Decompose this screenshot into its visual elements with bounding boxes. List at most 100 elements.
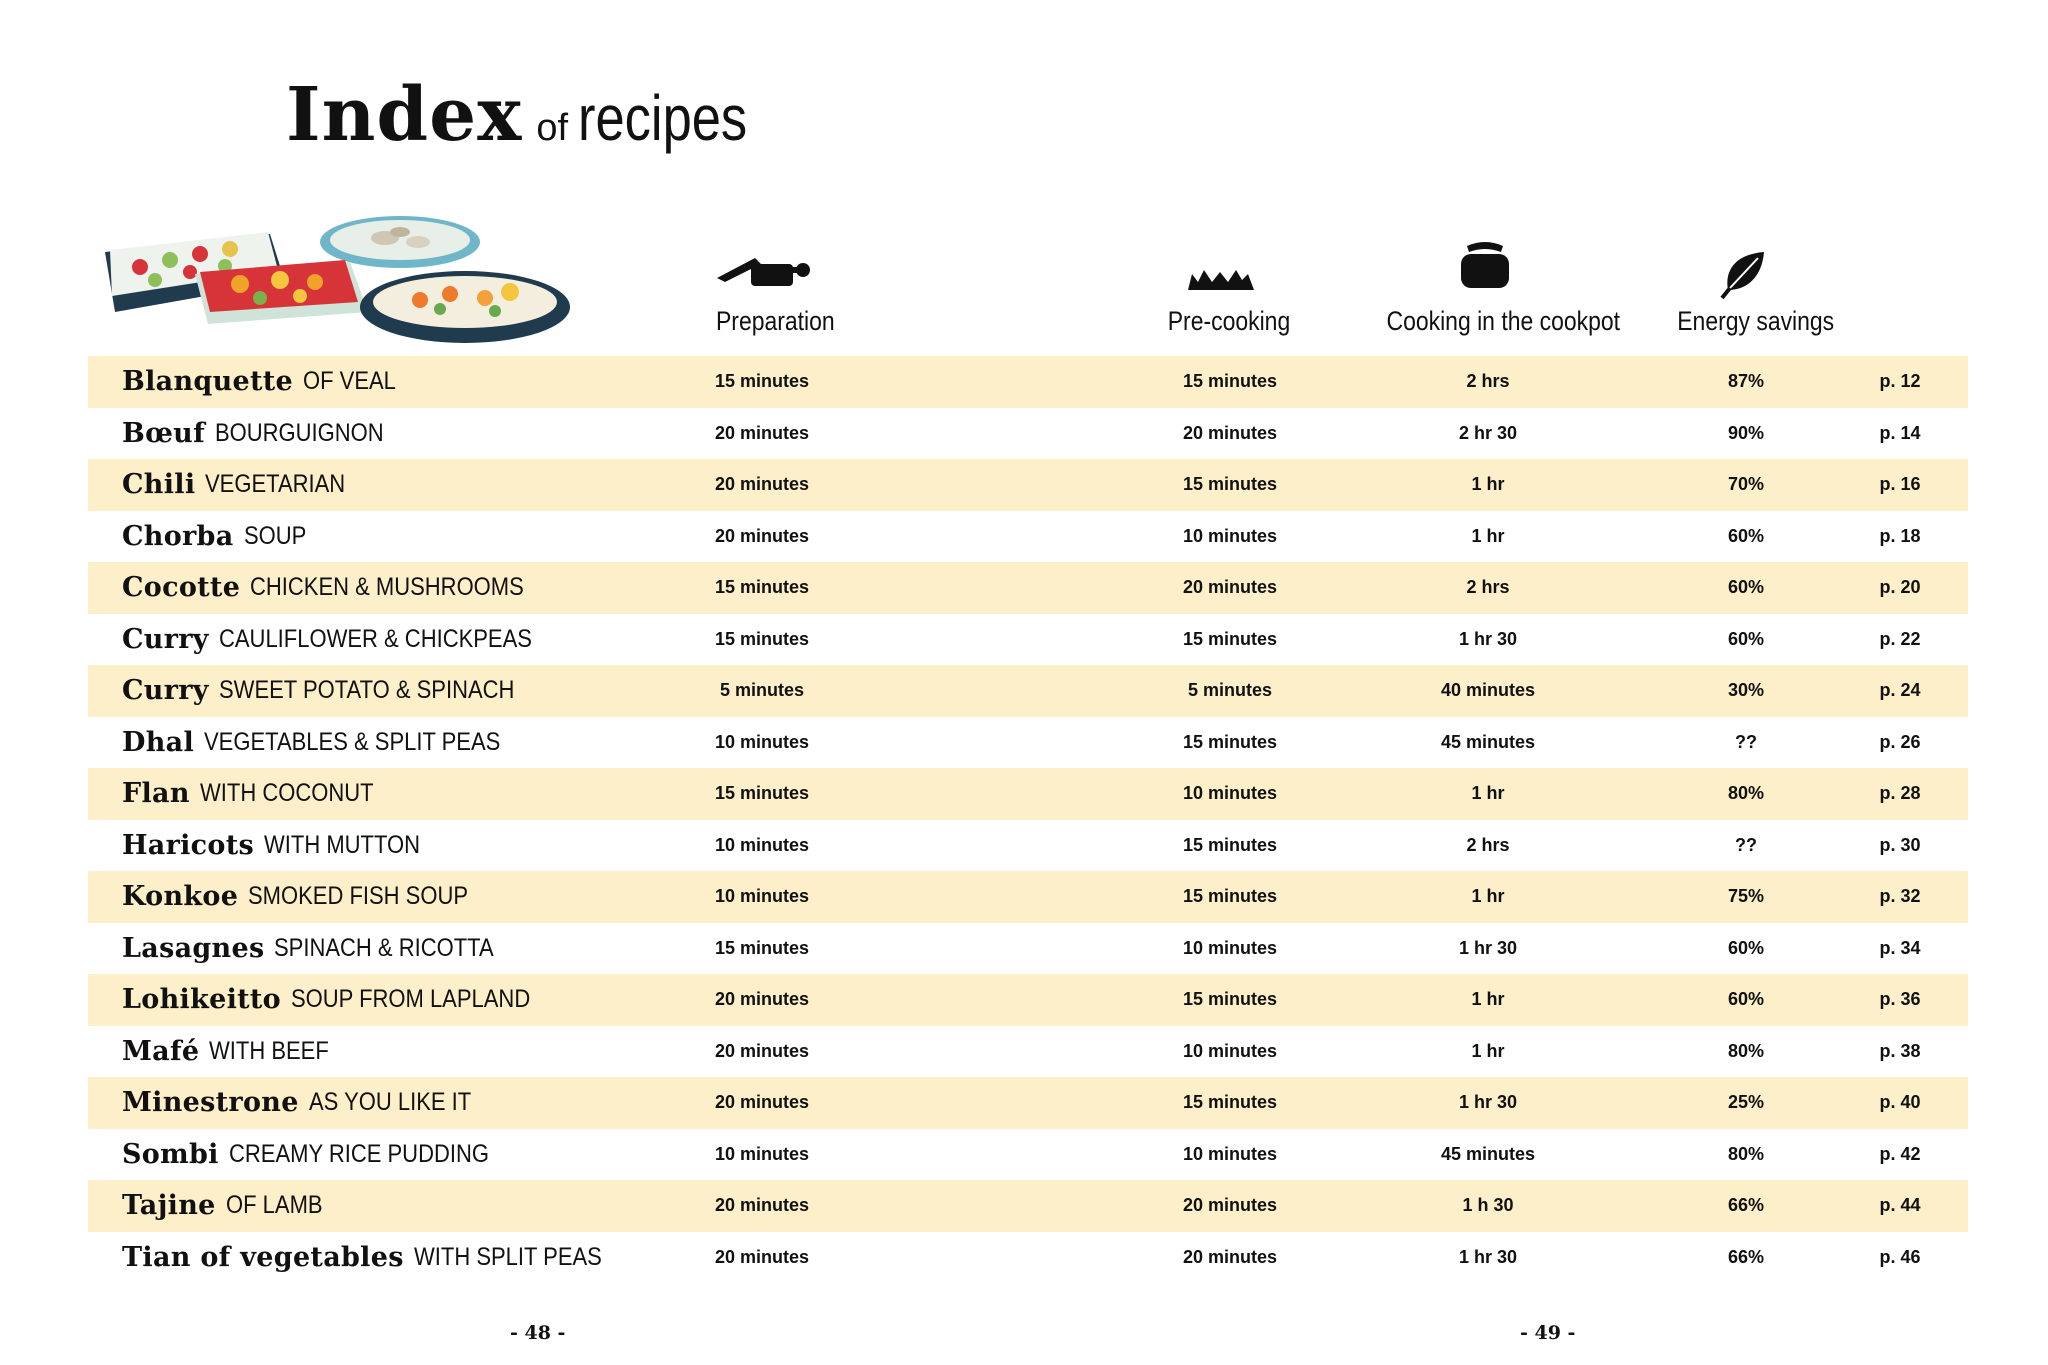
table-row: Dhal VEGETABLES & SPLIT PEAS 10 minutes 15 … <box>88 717 1968 769</box>
page-reference: p. 30 <box>1879 834 1921 855</box>
table-row: Haricots WITH MUTTON 10 minutes 15 minutes 2… <box>88 820 1968 872</box>
energy-savings: 60% <box>1727 577 1765 598</box>
preparation-time: 20 minutes <box>714 1092 810 1113</box>
recipe-subtitle: SOUP FROM LAPLAND <box>290 985 531 1014</box>
recipe-name: Dhal VEGETABLES & SPLIT PEAS <box>122 717 541 769</box>
preparation-time: 20 minutes <box>714 525 810 546</box>
energy-savings: ?? <box>1735 834 1757 855</box>
preparation-time: 20 minutes <box>714 989 810 1010</box>
precooking-time: 15 minutes <box>1182 371 1278 392</box>
cookpot-time: 1 hr <box>1471 886 1505 907</box>
preparation-time: 15 minutes <box>714 783 810 804</box>
recipe-main-name: Dhal <box>122 726 194 758</box>
recipe-subtitle: SPINACH & RICOTTA <box>274 933 495 962</box>
page-reference: p. 38 <box>1879 1040 1921 1061</box>
cookpot-time: 1 hr <box>1471 474 1505 495</box>
page-title: Index of recipes <box>286 72 784 158</box>
energy-savings: 60% <box>1727 937 1765 958</box>
recipe-main-name: Minestrone <box>122 1087 299 1119</box>
recipe-main-name: Blanquette <box>122 366 294 398</box>
precooking-time: 20 minutes <box>1182 1246 1278 1267</box>
recipe-subtitle: BOURGUIGNON <box>215 418 384 447</box>
recipe-subtitle: SWEET POTATO & SPINACH <box>218 676 515 705</box>
precooking-time: 20 minutes <box>1182 1195 1278 1216</box>
preparation-time: 10 minutes <box>714 834 810 855</box>
table-row: Curry SWEET POTATO & SPINACH 5 minutes 5 mi… <box>88 665 1968 717</box>
column-cookpot: Cooking in the cookpot <box>1386 306 1620 336</box>
recipe-subtitle: WITH BEEF <box>209 1036 330 1065</box>
table-row: Chili VEGETARIAN 20 minutes 15 minutes 1 hr 7… <box>88 459 1968 511</box>
precooking-time: 15 minutes <box>1182 628 1278 649</box>
energy-savings: 80% <box>1727 1040 1765 1061</box>
flame-icon <box>1188 270 1254 290</box>
precooking-time: 15 minutes <box>1182 731 1278 752</box>
page-reference: p. 18 <box>1879 525 1921 546</box>
preparation-time: 5 minutes <box>719 680 805 701</box>
recipe-name: Curry SWEET POTATO & SPINACH <box>122 665 554 717</box>
precooking-time: 15 minutes <box>1182 989 1278 1010</box>
recipe-name: Konkoe SMOKED FISH SOUP <box>122 871 498 923</box>
cookpot-time: 1 hr <box>1471 1040 1505 1061</box>
page-reference: p. 40 <box>1879 1092 1921 1113</box>
table-row: Cocotte CHICKEN & MUSHROOMS 15 minutes 20 m… <box>88 562 1968 614</box>
cookpot-time: 2 hr 30 <box>1458 422 1518 443</box>
title-main: Index <box>286 72 523 158</box>
precooking-time: 15 minutes <box>1182 1092 1278 1113</box>
recipe-subtitle: CHICKEN & MUSHROOMS <box>250 573 524 602</box>
recipe-subtitle: VEGETABLES & SPLIT PEAS <box>204 727 501 756</box>
energy-savings: 87% <box>1727 371 1765 392</box>
recipe-main-name: Flan <box>122 778 190 810</box>
precooking-time: 10 minutes <box>1182 525 1278 546</box>
page-reference: p. 46 <box>1879 1246 1921 1267</box>
table-row: Tajine OF LAMB 20 minutes 20 minutes 1 h 30 6… <box>88 1180 1968 1232</box>
recipe-name: Cocotte CHICKEN & MUSHROOMS <box>122 562 561 614</box>
page-reference: p. 16 <box>1879 474 1921 495</box>
precooking-time: 5 minutes <box>1187 680 1273 701</box>
recipe-main-name: Curry <box>122 675 209 707</box>
dishes-illustration <box>105 216 570 343</box>
preparation-time: 10 minutes <box>714 886 810 907</box>
energy-savings: 66% <box>1727 1195 1765 1216</box>
recipe-name: Haricots WITH MUTTON <box>122 820 441 872</box>
precooking-time: 10 minutes <box>1182 1143 1278 1164</box>
table-row: Lasagnes SPINACH & RICOTTA 15 minutes 10 mi… <box>88 923 1968 975</box>
cookpot-icon <box>1461 242 1509 288</box>
recipe-main-name: Curry <box>122 623 209 655</box>
recipe-subtitle: WITH SPLIT PEAS <box>413 1242 602 1271</box>
energy-savings: 30% <box>1727 680 1765 701</box>
recipe-table: Blanquette OF VEAL 15 minutes 15 minutes 2 h… <box>88 356 1968 1283</box>
table-row: Sombi CREAMY RICE PUDDING 10 minutes 10 min… <box>88 1129 1968 1181</box>
energy-savings: 90% <box>1727 422 1765 443</box>
page-reference: p. 14 <box>1879 422 1921 443</box>
page-reference: p. 42 <box>1879 1143 1921 1164</box>
cookpot-time: 1 hr 30 <box>1458 937 1518 958</box>
cookpot-time: 45 minutes <box>1440 1143 1536 1164</box>
table-row: Curry CAULIFLOWER & CHICKPEAS 15 minutes 15… <box>88 614 1968 666</box>
cookpot-time: 2 hrs <box>1466 371 1510 392</box>
preparation-time: 15 minutes <box>714 628 810 649</box>
energy-savings: ?? <box>1735 731 1757 752</box>
page-reference: p. 44 <box>1879 1195 1921 1216</box>
recipe-name: Tian of vegetables WITH SPLIT PEAS <box>122 1232 627 1284</box>
energy-savings: 75% <box>1727 886 1765 907</box>
recipe-name: Chorba SOUP <box>122 511 314 563</box>
cookpot-time: 1 h 30 <box>1462 1195 1514 1216</box>
energy-savings: 25% <box>1727 1092 1765 1113</box>
preparation-time: 20 minutes <box>714 1195 810 1216</box>
preparation-time: 10 minutes <box>714 731 810 752</box>
recipe-main-name: Konkoe <box>122 881 239 913</box>
recipe-main-name: Chili <box>122 469 196 501</box>
title-rest: recipes <box>578 82 748 154</box>
page-reference: p. 20 <box>1879 577 1921 598</box>
recipe-main-name: Tian of vegetables <box>122 1241 404 1273</box>
recipe-subtitle: OF LAMB <box>225 1191 323 1220</box>
page-number-right: - 49 - <box>1520 1322 1576 1344</box>
leaf-icon <box>1720 252 1764 300</box>
page-reference: p. 36 <box>1879 989 1921 1010</box>
recipe-name: Curry CAULIFLOWER & CHICKPEAS <box>122 614 574 666</box>
table-row: Lohikeitto SOUP FROM LAPLAND 20 minutes 15 … <box>88 974 1968 1026</box>
recipe-name: Mafé WITH BEEF <box>122 1026 345 1078</box>
recipe-main-name: Cocotte <box>122 572 241 604</box>
cookpot-time: 45 minutes <box>1440 731 1536 752</box>
recipe-subtitle: CREAMY RICE PUDDING <box>228 1139 489 1168</box>
